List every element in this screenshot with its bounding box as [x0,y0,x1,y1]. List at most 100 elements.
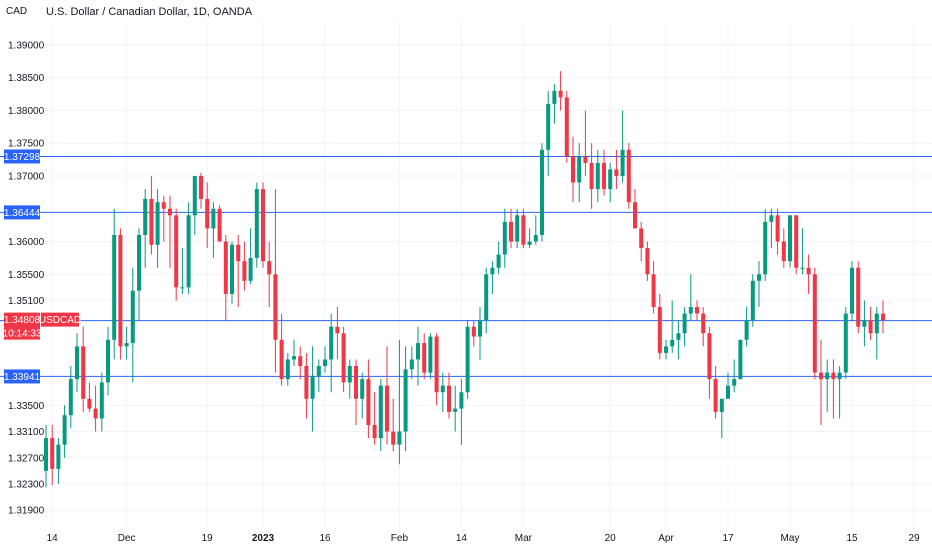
candle-body [713,379,718,412]
time-tick-label: Dec [118,533,136,544]
candle-body [608,169,613,190]
candle-body [757,274,761,281]
last-price-label: 1.34808 [4,315,41,326]
line-price-badge [4,149,40,164]
candle-body [527,241,532,245]
time-tick-label: 19 [202,533,214,544]
price-tick-label: 1.38000 [8,106,45,117]
candle-body [633,202,637,229]
candle-body [248,257,253,281]
candle-body [676,333,681,340]
candle-body [651,274,656,308]
candle-body [657,307,662,353]
candle-body [825,372,830,380]
candle-body [347,366,352,383]
time-tick-label: May [781,533,800,544]
symbol-badge [41,312,79,327]
price-tick-label: 1.39000 [8,40,45,51]
candle-body [471,326,476,337]
candle-body [416,343,420,360]
price-axis[interactable]: 1.39000 1.38500 1.38000 1.37500 1.37000 1.360… [8,40,45,516]
candle-body [354,366,358,399]
candle-body [130,290,135,344]
line-price-badge [4,369,40,384]
candle-body [180,287,185,289]
candle-body [50,438,55,469]
candle-body [62,415,67,445]
time-axis[interactable]: 14 Dec 19 2023 16 Feb 14 Mar 20 Apr 17 May 15 29 [47,533,920,544]
candle-body [168,208,172,216]
candle-body [806,267,811,275]
time-tick-label: Feb [391,533,409,544]
time-tick-label: 17 [722,533,734,544]
chart-title: U.S. Dollar / Canadian Dollar, 1D, OANDA [46,6,253,18]
candle-body [682,313,687,334]
candle-body [329,326,334,360]
currency-label: CAD [6,6,28,17]
candle-body [310,375,315,399]
candles [44,71,885,488]
candle-body [781,241,786,262]
candle-body [453,408,458,412]
candle-body [199,175,203,199]
line-price-badge-label: 1.33941 [4,372,41,383]
candle-body [769,215,774,222]
candle-body [750,280,755,321]
candle-body [577,156,582,183]
candle-body [533,234,538,242]
candle-body [881,313,885,321]
candle-body [137,234,141,291]
candle-body [546,103,551,150]
candle-body [143,198,148,235]
price-tick-label: 1.33100 [8,427,45,438]
candle-body [719,398,724,412]
candle-body [223,241,228,294]
candle-body [440,385,445,393]
candle-body [515,215,520,242]
candle-body [391,431,396,445]
candle-body [304,366,309,399]
candle-body [149,198,154,245]
candle-body [850,267,854,314]
price-badges: 1.372981.364441.347921.339411.3480810:14… [3,149,81,384]
candle-body [688,307,693,314]
candle-body [434,336,439,393]
candle-body [459,392,464,409]
line-price-badge [4,205,40,220]
candle-body [509,221,513,242]
candle-body [335,326,340,334]
time-tick-label: 2023 [252,533,275,544]
candle-body [478,320,482,337]
candle-body [602,162,606,190]
candle-body [620,149,625,176]
candle-body [794,215,799,268]
candle-body [589,162,594,190]
candle-body [112,234,117,340]
price-tick-label: 1.37500 [8,139,45,150]
candle-body [595,162,600,190]
candle-body [106,339,110,383]
candle-body [540,149,544,235]
time-tick-label: Mar [515,533,533,544]
price-tick-label: 1.32300 [8,479,45,490]
candle-body [273,274,278,340]
candle-body [819,372,823,380]
candle-body [261,189,265,262]
price-tick-label: 1.37000 [8,171,45,182]
candle-body [744,320,749,340]
candle-body [217,208,222,242]
candle-body [812,274,817,373]
candle-body [298,356,303,367]
candle-body [81,346,86,399]
candle-body [701,313,706,334]
candle-body [75,346,79,380]
candle-body [242,261,247,281]
time-tick-label: 15 [846,533,858,544]
candle-body [155,202,160,245]
symbol-label: USDCAD [39,315,81,326]
candle-body [707,333,712,380]
candle-body [68,379,73,416]
candle-body [397,431,402,445]
candle-body [484,274,489,321]
